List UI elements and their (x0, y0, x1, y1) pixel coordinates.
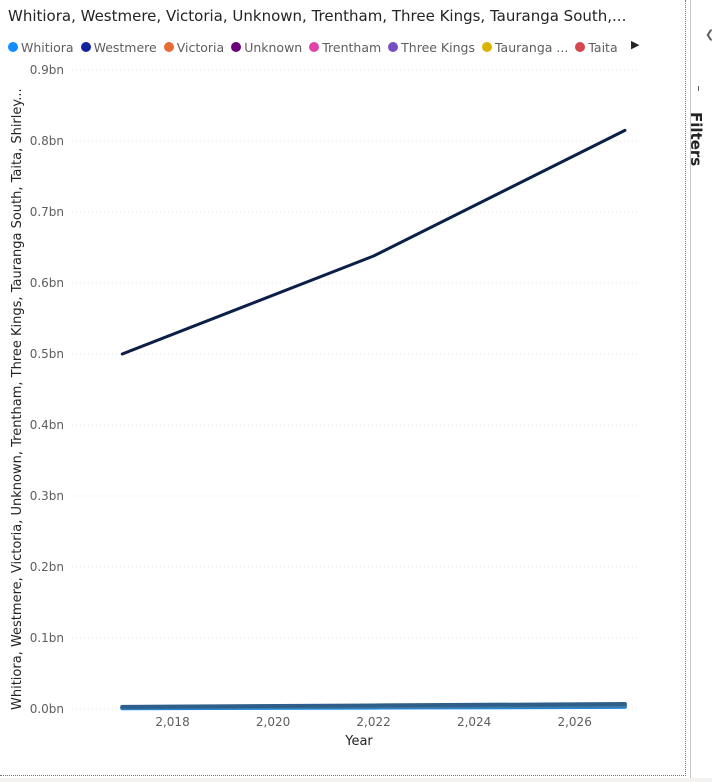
series-line (120, 702, 627, 709)
legend-dot-icon (80, 42, 91, 52)
filters-tick-icon (698, 86, 699, 91)
legend-label: Taita (588, 39, 618, 55)
y-tick-label: 0.8bn (30, 134, 64, 148)
legend-dot-icon (8, 42, 18, 52)
y-tick-label: 0.2bn (30, 560, 64, 574)
x-tick-label: 2,018 (155, 715, 189, 729)
legend-dot-icon (481, 42, 492, 52)
bottom-strip (0, 778, 712, 782)
legend-label: Victoria (176, 39, 225, 55)
x-tick-label: 2,026 (557, 715, 591, 729)
y-tick-label: 0.6bn (30, 276, 64, 290)
legend-dot-icon (575, 42, 586, 52)
legend-label: Unknown (244, 39, 303, 55)
legend-item[interactable]: Tauranga ... (481, 39, 569, 55)
legend-item[interactable]: Westmere (80, 39, 157, 55)
y-tick-label: 0.9bn (30, 63, 64, 77)
filters-label: Filters (687, 112, 705, 167)
x-axis-title: Year (345, 734, 373, 749)
chart-title: Whitiora, Westmere, Victoria, Unknown, T… (8, 7, 627, 25)
plot-area: 0.0bn 0.1bn 0.2bn 0.3bn 0.4bn 0.5bn 0.6bn 0.7bn… (30, 63, 640, 729)
visual-container: Whitiora, Westmere, Victoria, Unknown, T… (0, 0, 686, 776)
y-tick-label: 0.7bn (30, 205, 64, 219)
legend-dot-icon (231, 42, 242, 52)
legend-item[interactable]: Taita (575, 39, 618, 55)
legend-label: Westmere (93, 39, 157, 55)
legend-next-icon[interactable]: ▶ (631, 38, 640, 51)
legend-item[interactable]: Trentham (309, 40, 381, 55)
y-tick-label: 0.3bn (30, 489, 64, 503)
y-tick-label: 0.0bn (30, 702, 64, 716)
legend-item[interactable]: Three Kings (388, 40, 475, 55)
legend-dot-icon (388, 42, 399, 52)
x-tick-label: 2,022 (356, 715, 390, 729)
legend-item[interactable]: Whitiora (8, 40, 74, 55)
legend-label: Whitiora (21, 39, 74, 55)
y-tick-label: 0.4bn (30, 418, 64, 432)
chevron-left-icon[interactable]: ❮ (705, 28, 712, 41)
legend-label: Three Kings (401, 39, 475, 55)
y-tick-label: 0.1bn (30, 631, 64, 645)
legend-item[interactable]: Unknown (231, 40, 302, 55)
x-tick-label: 2,020 (256, 715, 290, 729)
filters-pane[interactable]: ❮ Filters (687, 0, 712, 782)
x-tick-label: 2,024 (457, 715, 491, 729)
legend: Whitiora Westmere Victoria Unknown Trentham T… (8, 38, 648, 56)
series-line (120, 128, 627, 356)
legend-dot-icon (309, 42, 320, 52)
y-tick-label: 0.5bn (30, 347, 64, 361)
legend-item[interactable]: Victoria (163, 39, 225, 55)
legend-label: Trentham (322, 39, 382, 55)
legend-label: Tauranga ... (494, 39, 569, 55)
legend-dot-icon (163, 42, 174, 52)
